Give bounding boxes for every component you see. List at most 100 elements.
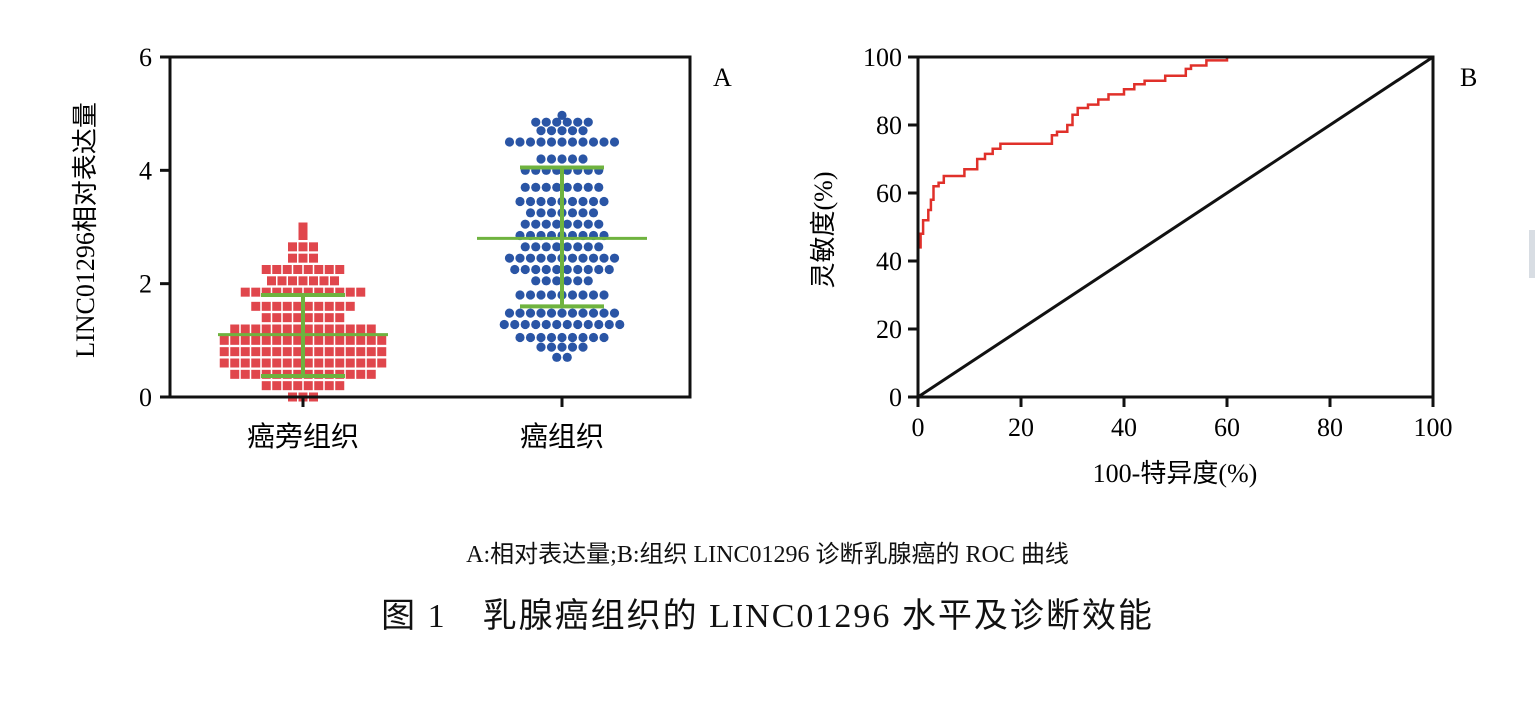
y-axis-label-a: LINC01296相对表达量 <box>71 102 100 358</box>
data-point <box>578 332 588 343</box>
scrollbar[interactable] <box>1529 230 1535 278</box>
data-point <box>314 381 324 391</box>
data-point <box>588 308 599 318</box>
data-point <box>324 265 334 274</box>
y-tick-label: 20 <box>876 315 902 344</box>
data-point <box>536 342 546 352</box>
data-point <box>240 335 250 345</box>
data-point <box>604 319 614 330</box>
figure-title: 图 1 乳腺癌组织的 LINC01296 水平及诊断效能 <box>381 598 1154 635</box>
data-point <box>366 358 376 368</box>
data-point <box>562 276 572 286</box>
data-point <box>293 381 303 391</box>
data-point <box>303 301 313 311</box>
data-point <box>525 290 536 300</box>
data-point <box>335 313 345 323</box>
data-point <box>562 219 572 229</box>
data-point <box>531 319 541 330</box>
data-point <box>520 264 530 275</box>
data-point <box>282 358 292 368</box>
data-point <box>272 301 282 311</box>
data-point <box>303 358 313 368</box>
data-point <box>520 219 530 229</box>
data-point <box>578 126 588 136</box>
y-tick-label: 40 <box>876 247 902 276</box>
data-point <box>356 324 366 334</box>
data-point <box>335 301 345 311</box>
data-point <box>546 137 557 147</box>
y-tick-label: 6 <box>139 43 152 72</box>
data-point <box>541 182 551 192</box>
data-point <box>583 319 593 330</box>
data-point <box>525 332 536 343</box>
data-point <box>557 110 567 120</box>
data-point <box>303 287 313 297</box>
data-point <box>562 319 572 330</box>
data-point <box>314 265 324 274</box>
data-point <box>219 335 229 345</box>
data-point <box>552 276 562 286</box>
data-point <box>588 290 599 300</box>
data-point <box>546 308 557 318</box>
data-point <box>567 290 578 300</box>
data-point <box>272 347 282 357</box>
data-point <box>319 276 329 286</box>
data-point <box>541 219 551 229</box>
x-tick-label: 80 <box>1317 413 1343 442</box>
data-point <box>552 242 562 252</box>
data-point <box>272 381 282 391</box>
data-point <box>282 335 292 345</box>
data-point <box>251 324 261 334</box>
data-point <box>314 287 324 297</box>
data-point <box>324 347 334 357</box>
data-point <box>536 308 546 318</box>
data-point <box>298 231 308 240</box>
data-point <box>583 117 593 127</box>
panel-label-b: B <box>1460 63 1477 92</box>
data-point <box>594 182 604 192</box>
data-point <box>230 358 240 368</box>
data-point <box>230 347 240 357</box>
data-point <box>546 196 557 207</box>
data-point <box>531 276 541 286</box>
data-point <box>588 196 599 207</box>
data-point <box>324 313 334 323</box>
data-point <box>261 347 271 357</box>
data-point <box>298 276 308 286</box>
data-point <box>251 301 261 311</box>
data-point <box>567 308 578 318</box>
data-point <box>314 313 324 323</box>
data-point <box>515 196 525 207</box>
data-point <box>557 126 567 136</box>
data-point <box>546 208 557 218</box>
x-tick-label: 60 <box>1214 413 1240 442</box>
data-point <box>515 137 525 147</box>
data-point <box>536 208 546 218</box>
data-point <box>251 335 261 345</box>
mean-sd-lines <box>218 165 647 379</box>
y-axis-label-b: 灵敏度(%) <box>809 172 838 289</box>
data-point <box>525 208 536 218</box>
chart-b: B 灵敏度(%) 100-特异度(%) 0 20 40 60 80 100 0 20 40 60 8… <box>809 43 1477 488</box>
data-point <box>272 324 282 334</box>
data-point <box>562 242 572 252</box>
data-point <box>240 324 250 334</box>
data-point <box>499 319 509 330</box>
data-point <box>599 332 609 343</box>
data-point <box>604 264 614 275</box>
data-point <box>552 352 562 362</box>
x-tick-label: 40 <box>1111 413 1137 442</box>
data-point <box>510 319 520 330</box>
data-point <box>330 276 339 286</box>
panel-label-a: A <box>713 63 732 92</box>
data-point <box>573 242 583 252</box>
data-point <box>531 264 541 275</box>
data-point <box>282 265 292 274</box>
data-point <box>324 301 334 311</box>
data-point <box>594 219 604 229</box>
data-point <box>583 276 593 286</box>
data-point <box>536 126 546 136</box>
data-point <box>377 347 387 357</box>
data-point <box>272 265 282 274</box>
